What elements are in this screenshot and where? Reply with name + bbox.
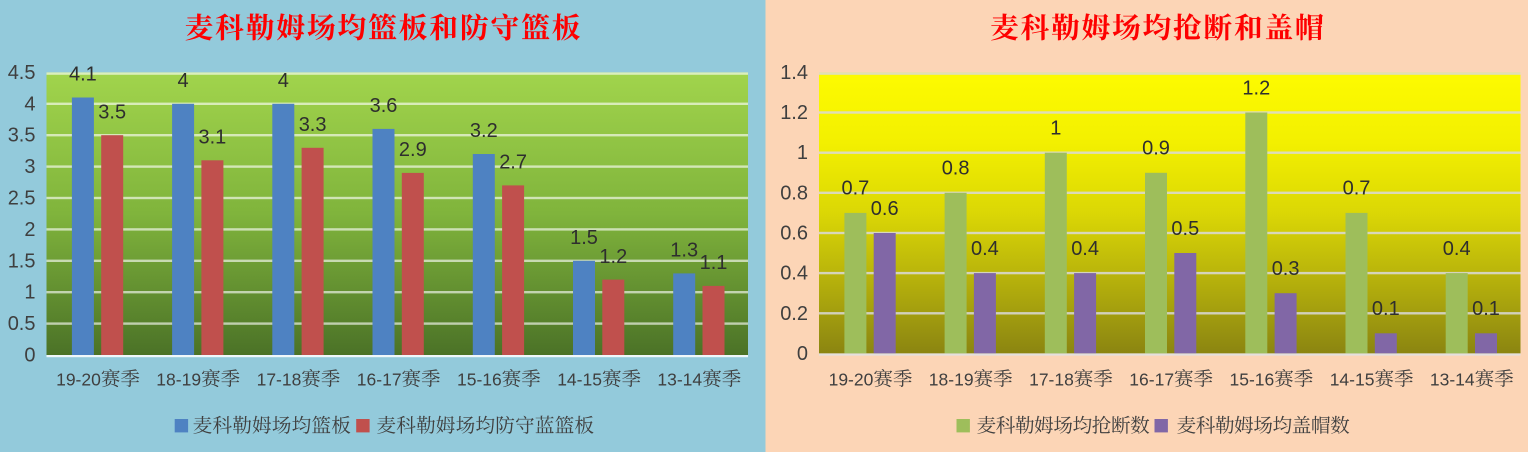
svg-text:3.3: 3.3 bbox=[299, 114, 327, 136]
svg-text:0: 0 bbox=[24, 345, 35, 367]
svg-text:0.7: 0.7 bbox=[841, 178, 869, 200]
svg-text:2: 2 bbox=[24, 219, 35, 241]
svg-text:4.1: 4.1 bbox=[69, 64, 97, 86]
svg-text:0.4: 0.4 bbox=[1443, 238, 1471, 260]
svg-text:1.2: 1.2 bbox=[780, 102, 808, 124]
svg-text:0.4: 0.4 bbox=[971, 238, 999, 260]
svg-text:18-19: 18-19 bbox=[929, 370, 974, 390]
svg-text:13-14: 13-14 bbox=[1430, 370, 1475, 390]
svg-text:0.6: 0.6 bbox=[780, 223, 808, 245]
svg-text:0.7: 0.7 bbox=[1343, 178, 1371, 200]
svg-text:0.4: 0.4 bbox=[1071, 238, 1099, 260]
svg-text:1: 1 bbox=[1050, 118, 1061, 140]
svg-text:4: 4 bbox=[178, 70, 189, 92]
svg-text:15-16: 15-16 bbox=[1230, 370, 1275, 390]
svg-text:0.1: 0.1 bbox=[1472, 298, 1500, 320]
svg-text:0.4: 0.4 bbox=[780, 263, 808, 285]
svg-text:4.5: 4.5 bbox=[8, 62, 36, 84]
svg-text:1: 1 bbox=[797, 142, 808, 164]
svg-text:16-17: 16-17 bbox=[1129, 370, 1174, 390]
svg-text:1.4: 1.4 bbox=[780, 62, 808, 84]
svg-text:2.7: 2.7 bbox=[499, 152, 527, 174]
svg-text:1.1: 1.1 bbox=[700, 252, 728, 274]
svg-text:0.6: 0.6 bbox=[871, 198, 899, 220]
svg-text:3.2: 3.2 bbox=[470, 120, 498, 142]
svg-text:0: 0 bbox=[797, 343, 808, 365]
svg-text:0.8: 0.8 bbox=[942, 158, 970, 180]
svg-text:19-20: 19-20 bbox=[56, 370, 101, 390]
svg-text:17-18: 17-18 bbox=[257, 370, 302, 390]
svg-text:0.1: 0.1 bbox=[1372, 298, 1400, 320]
svg-text:0.2: 0.2 bbox=[780, 303, 808, 325]
svg-text:0.5: 0.5 bbox=[8, 313, 36, 335]
svg-text:0.3: 0.3 bbox=[1272, 258, 1300, 280]
svg-text:1: 1 bbox=[24, 282, 35, 304]
svg-text:1.2: 1.2 bbox=[1242, 77, 1270, 99]
svg-text:3.6: 3.6 bbox=[370, 95, 398, 117]
svg-text:4: 4 bbox=[278, 70, 289, 92]
svg-text:3: 3 bbox=[24, 156, 35, 178]
svg-text:1.5: 1.5 bbox=[570, 227, 598, 249]
svg-text:16-17: 16-17 bbox=[357, 370, 402, 390]
svg-text:3.5: 3.5 bbox=[98, 101, 126, 123]
svg-text:0.5: 0.5 bbox=[1171, 218, 1199, 240]
svg-text:19-20: 19-20 bbox=[829, 370, 874, 390]
svg-text:2.9: 2.9 bbox=[399, 139, 427, 161]
svg-text:1.5: 1.5 bbox=[8, 250, 36, 272]
svg-text:0.8: 0.8 bbox=[780, 182, 808, 204]
svg-text:4: 4 bbox=[24, 93, 35, 115]
svg-text:13-14: 13-14 bbox=[657, 370, 702, 390]
svg-text:15-16: 15-16 bbox=[457, 370, 502, 390]
svg-text:17-18: 17-18 bbox=[1029, 370, 1074, 390]
svg-text:1.2: 1.2 bbox=[599, 246, 627, 268]
svg-text:2.5: 2.5 bbox=[8, 188, 36, 210]
svg-text:14-15: 14-15 bbox=[557, 370, 602, 390]
svg-text:1.3: 1.3 bbox=[670, 240, 698, 262]
svg-text:3.1: 3.1 bbox=[198, 127, 226, 149]
svg-text:14-15: 14-15 bbox=[1330, 370, 1375, 390]
svg-text:0.9: 0.9 bbox=[1142, 138, 1170, 160]
svg-text:3.5: 3.5 bbox=[8, 125, 36, 147]
svg-text:18-19: 18-19 bbox=[156, 370, 201, 390]
